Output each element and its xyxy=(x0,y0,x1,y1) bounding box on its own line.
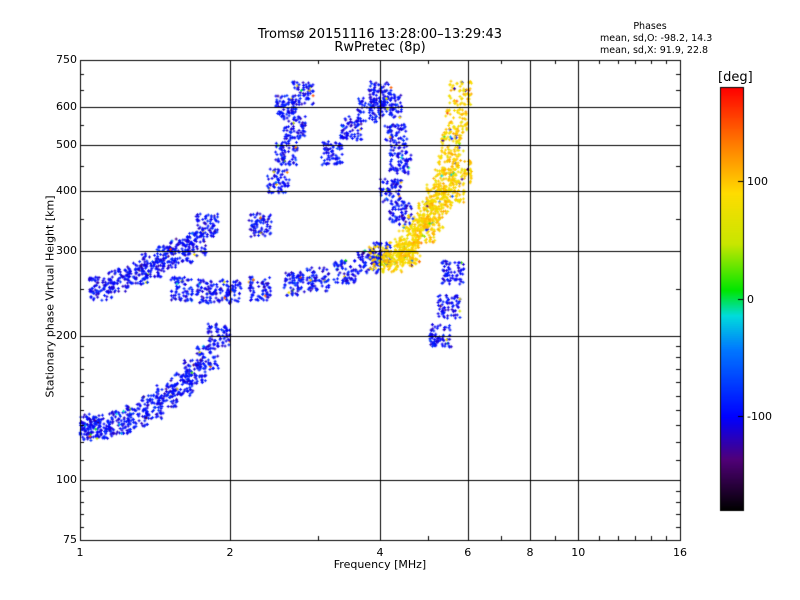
y-tick-label: 75 xyxy=(63,533,77,546)
x-tick-label: 16 xyxy=(673,546,687,559)
y-tick-label: 500 xyxy=(56,137,77,151)
y-tick-label: 100 xyxy=(56,473,77,487)
y-tick-label: 600 xyxy=(56,99,77,113)
y-axis-label: Stationary phase Virtual Height [km] xyxy=(43,195,57,398)
chart-title: Tromsø 20151116 13:28:00–13:29:43 xyxy=(257,27,503,42)
phases-heading: Phases xyxy=(633,21,667,32)
y-tick-label: 750 xyxy=(56,53,77,66)
x-tick-label: 6 xyxy=(464,546,472,559)
colorbar-tick-label: 0 xyxy=(747,292,754,306)
x-tick-label: 4 xyxy=(376,546,384,559)
x-tick-label: 10 xyxy=(571,546,586,559)
x-tick-label: 2 xyxy=(226,546,234,559)
colorbar-tick-label: -100 xyxy=(747,409,772,423)
colorbar-label: [deg] xyxy=(718,70,753,85)
x-tick-label: 1 xyxy=(76,546,84,559)
y-tick-label: 200 xyxy=(56,328,77,342)
x-axis-label: Frequency [MHz] xyxy=(333,558,427,571)
x-tick-label: 8 xyxy=(526,546,534,559)
chart-subtitle: RwPretec (8p) xyxy=(334,40,426,55)
y-tick-label: 300 xyxy=(56,244,77,257)
colorbar-tick-label: 100 xyxy=(747,174,768,188)
y-tick-label: 400 xyxy=(56,184,77,198)
phases-o-stats: mean, sd,O: -98.2, 14.3 xyxy=(600,33,713,44)
phases-x-stats: mean, sd,X: 91.9, 22.8 xyxy=(600,45,709,56)
